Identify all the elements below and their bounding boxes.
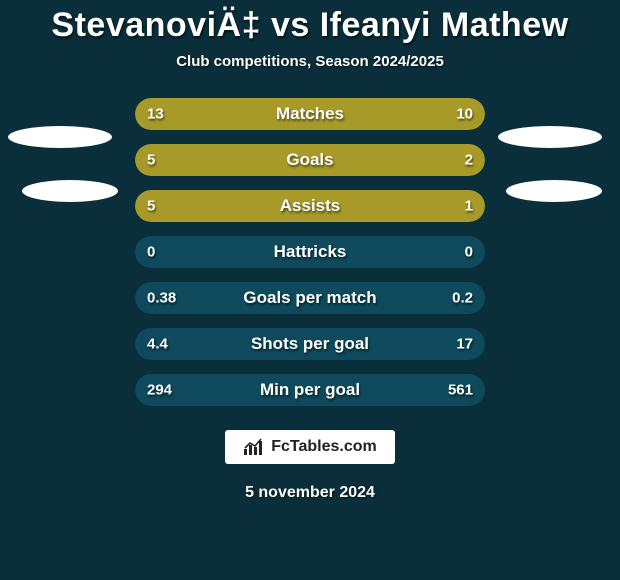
stat-row: 5 2 Goals	[135, 144, 485, 176]
stat-label: Shots per goal	[251, 334, 369, 354]
stat-row: 0 0 Hattricks	[135, 236, 485, 268]
page-title: StevanoviÄ‡ vs Ifeanyi Mathew	[51, 6, 568, 45]
page-subtitle: Club competitions, Season 2024/2025	[176, 53, 444, 70]
stat-value-left: 5	[147, 152, 155, 169]
stat-value-right: 1	[465, 198, 473, 215]
stat-value-left: 5	[147, 198, 155, 215]
stat-value-left: 0.38	[147, 290, 176, 307]
stat-value-right: 17	[456, 336, 473, 353]
stat-label: Assists	[280, 196, 340, 216]
stats-bars: 13 10 Matches 5 2 Goals 5 1 Assists 0 0 Hattricks 0.…	[135, 98, 485, 406]
stat-value-left: 0	[147, 244, 155, 261]
stat-value-left: 294	[147, 382, 172, 399]
stat-value-left: 13	[147, 106, 164, 123]
decorative-ellipse	[498, 126, 602, 148]
bar-fill-left	[135, 190, 398, 222]
stat-value-right: 2	[465, 152, 473, 169]
stat-value-left: 4.4	[147, 336, 168, 353]
stat-value-right: 10	[456, 106, 473, 123]
watermark-text: FcTables.com	[271, 438, 377, 456]
stat-label: Min per goal	[260, 380, 360, 400]
stat-row: 5 1 Assists	[135, 190, 485, 222]
decorative-ellipse	[8, 126, 112, 148]
stat-row: 4.4 17 Shots per goal	[135, 328, 485, 360]
decorative-ellipse	[22, 180, 118, 202]
stat-label: Goals	[286, 150, 333, 170]
stat-label: Goals per match	[243, 288, 376, 308]
stat-row: 13 10 Matches	[135, 98, 485, 130]
comparison-page: StevanoviÄ‡ vs Ifeanyi Mathew Club compe…	[0, 0, 620, 580]
stat-row: 0.38 0.2 Goals per match	[135, 282, 485, 314]
watermark: FcTables.com	[225, 430, 395, 464]
chart-icon	[243, 438, 265, 456]
stat-value-right: 0.2	[452, 290, 473, 307]
stat-label: Hattricks	[274, 242, 347, 262]
date-text: 5 november 2024	[245, 484, 375, 502]
bar-fill-left	[135, 144, 370, 176]
decorative-ellipse	[506, 180, 602, 202]
stat-value-right: 0	[465, 244, 473, 261]
stat-label: Matches	[276, 104, 344, 124]
stat-row: 294 561 Min per goal	[135, 374, 485, 406]
stat-value-right: 561	[448, 382, 473, 399]
